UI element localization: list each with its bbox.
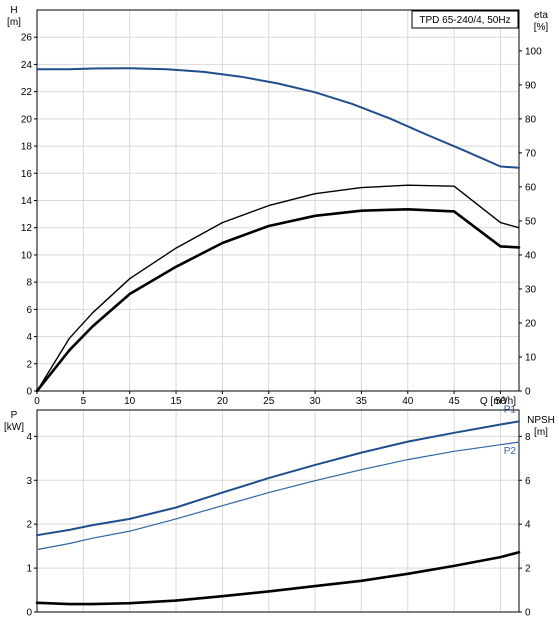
series-line-p2: [36, 441, 520, 551]
y-left-tick-label: 0: [26, 387, 32, 398]
y-right-tick-label: 2: [525, 564, 531, 575]
y-left-tick-label: 2: [26, 359, 32, 370]
y-left-tick-label: 6: [26, 305, 32, 316]
y-right-tick-label: 10: [525, 352, 537, 363]
x-tick-label: 40: [402, 396, 414, 407]
y-left-tick-label: 4: [26, 432, 32, 443]
y-right-axis-label: eta: [534, 10, 548, 21]
x-tick-label: 20: [217, 396, 229, 407]
series-line-p0-s0: [36, 67, 520, 169]
x-tick-label: 35: [356, 396, 368, 407]
y-left-axis-unit: [kW]: [4, 422, 24, 433]
y-left-tick-label: 16: [21, 169, 33, 180]
y-left-tick-label: 0: [26, 608, 32, 619]
y-left-tick-label: 4: [26, 332, 32, 343]
y-right-axis-unit: [m]: [534, 427, 548, 438]
y-right-tick-label: 8: [525, 432, 531, 443]
y-left-tick-label: 3: [26, 476, 32, 487]
y-left-tick-label: 20: [21, 114, 33, 125]
y-left-tick-label: 10: [21, 250, 33, 261]
series-label-p2: P2: [504, 446, 517, 457]
y-left-tick-label: 12: [21, 223, 33, 234]
y-right-tick-label: 80: [525, 114, 537, 125]
x-tick-label: 50: [495, 396, 507, 407]
series-label-p1: P1: [504, 404, 517, 415]
y-right-axis-label: NPSH: [527, 415, 555, 426]
y-left-tick-label: 2: [26, 520, 32, 531]
y-right-tick-label: 70: [525, 148, 537, 159]
x-tick-label: 0: [34, 396, 40, 407]
plot-frame: [36, 409, 520, 613]
x-tick-label: 30: [310, 396, 322, 407]
y-right-tick-label: 60: [525, 182, 537, 193]
x-tick-label: 45: [449, 396, 461, 407]
x-axis-label: Q [m³/h]: [480, 396, 516, 407]
series-line-p1: [36, 420, 520, 537]
series-line-p0-s1: [36, 184, 520, 392]
y-left-tick-label: 14: [21, 196, 33, 207]
y-right-tick-label: 0: [525, 608, 531, 619]
x-tick-label: 25: [263, 396, 275, 407]
chart-title: TPD 65-240/4, 50Hz: [419, 15, 510, 26]
y-left-tick-label: 22: [21, 87, 33, 98]
x-tick-label: 15: [170, 396, 182, 407]
x-tick-label: 10: [124, 396, 136, 407]
y-right-tick-label: 0: [525, 387, 531, 398]
title-box: [411, 10, 519, 29]
y-right-tick-label: 30: [525, 284, 537, 295]
y-left-tick-label: 24: [21, 60, 33, 71]
y-left-tick-label: 18: [21, 142, 33, 153]
y-left-axis-label: H: [10, 5, 17, 16]
y-right-tick-label: 50: [525, 216, 537, 227]
y-right-axis-unit: [%]: [534, 22, 549, 33]
y-left-axis-unit: [m]: [7, 17, 21, 28]
x-tick-label: 5: [81, 396, 87, 407]
y-left-tick-label: 26: [21, 33, 33, 44]
y-right-tick-label: 6: [525, 476, 531, 487]
y-left-tick-label: 8: [26, 278, 32, 289]
y-left-axis-label: P: [11, 410, 18, 421]
series-line-p0-s2: [35, 208, 521, 393]
y-right-tick-label: 4: [525, 520, 531, 531]
y-right-tick-label: 100: [525, 46, 542, 57]
y-right-tick-label: 90: [525, 80, 537, 91]
y-right-tick-label: 40: [525, 250, 537, 261]
y-left-tick-label: 1: [26, 564, 32, 575]
series-line-p1-s2: [35, 551, 521, 606]
y-right-tick-label: 20: [525, 318, 537, 329]
